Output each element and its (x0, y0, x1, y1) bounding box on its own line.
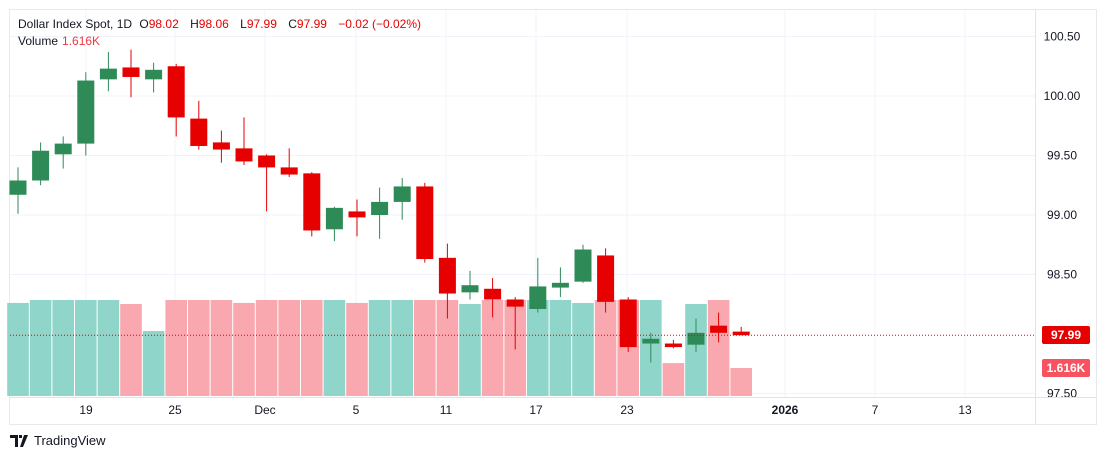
volume-value: 1.616K (62, 34, 101, 48)
volume-legend: Volume 1.616K (18, 34, 100, 48)
x-tick-label: 19 (79, 403, 93, 417)
candle-body (371, 201, 389, 215)
y-tick-label: 100.50 (1044, 30, 1081, 44)
candle-body (99, 68, 117, 80)
tradingview-logo-icon (10, 434, 28, 447)
candle-body (529, 286, 547, 310)
ohlc-legend: Dollar Index Spot, 1D O98.02 H98.06 L97.… (18, 17, 425, 31)
volume-bar (368, 300, 391, 396)
x-tick-label: Dec (254, 403, 275, 417)
candle-body (9, 180, 27, 195)
volume-bar (594, 300, 617, 396)
low-value: 97.99 (246, 17, 277, 31)
tradingview-logo[interactable]: TradingView (10, 433, 106, 448)
candle-body (190, 118, 208, 146)
candle-body (167, 66, 185, 118)
volume-bar (29, 300, 52, 396)
close-label: C (288, 17, 297, 31)
x-tick-label: 13 (958, 403, 972, 417)
close-value: 97.99 (296, 17, 327, 31)
high-label: H (190, 17, 199, 31)
candle-body (393, 186, 411, 202)
candle-body (145, 69, 163, 80)
candle-body (597, 255, 615, 302)
open-label: O (139, 17, 149, 31)
x-tick-label: 11 (440, 403, 453, 417)
last-price-tag: 97.99 (1042, 326, 1090, 344)
candlestick-chart[interactable]: 100.50 100.00 99.50 99.00 98.50 97.50 19 25 Dec 5… (0, 0, 1108, 430)
volume-bar (7, 302, 29, 396)
candle-body (551, 282, 569, 288)
candle-body (574, 249, 592, 282)
candle-body (258, 155, 276, 168)
x-tick-label: 7 (872, 403, 879, 417)
volume-bar (391, 300, 413, 396)
low-label: L (240, 17, 247, 31)
volume-label: Volume (18, 34, 59, 48)
change-value: −0.02 (−0.02%) (338, 17, 422, 31)
x-tick-label: 25 (168, 403, 182, 417)
y-tick-label: 97.50 (1047, 387, 1077, 401)
volume-bar (120, 303, 142, 396)
volume-bar (75, 300, 97, 396)
volume-bar (549, 300, 572, 396)
x-tick-label: 5 (353, 403, 360, 417)
volume-bar (210, 300, 233, 396)
volume-bar (662, 363, 685, 396)
chart-frame[interactable] (9, 9, 1097, 425)
volume-bar (346, 302, 368, 396)
candle-body (348, 211, 366, 218)
candle-body (212, 142, 230, 150)
candle-body (122, 67, 140, 77)
volume-bar (233, 302, 255, 396)
candle-body (732, 331, 750, 336)
candle-body (461, 285, 479, 293)
volume-bar (730, 368, 752, 396)
volume-bar (707, 300, 730, 396)
last-volume-tag: 1.616K (1042, 359, 1090, 377)
volume-bar (278, 300, 300, 396)
volume-bar (436, 300, 459, 396)
y-tick-label: 99.00 (1047, 208, 1077, 222)
volume-bar (459, 303, 481, 396)
volume-bar (165, 300, 187, 396)
candle-body (687, 332, 705, 345)
candle-body (642, 338, 660, 344)
y-tick-label: 100.00 (1044, 89, 1081, 103)
candle-body (710, 325, 728, 333)
x-tick-label: 17 (529, 403, 543, 417)
logo-text: TradingView (34, 433, 106, 448)
volume-bar (97, 300, 120, 396)
candle-body (325, 207, 343, 230)
y-tick-label: 99.50 (1047, 149, 1077, 163)
x-tick-label: 2026 (772, 403, 799, 417)
candle-body (280, 167, 298, 175)
candle-body (303, 173, 321, 231)
volume-bar (572, 302, 594, 396)
candle-body (664, 343, 682, 348)
volume-bar (323, 300, 346, 396)
candle-body (416, 186, 434, 260)
volume-bar (188, 300, 210, 396)
candle-body (619, 299, 637, 348)
volume-bar (52, 300, 74, 396)
candle-body (32, 150, 50, 181)
volume-bar (255, 300, 278, 396)
volume-bar (414, 300, 436, 396)
volume-bar (142, 331, 165, 396)
candle-body (235, 148, 253, 162)
volume-bar (527, 300, 549, 396)
candle-body (506, 299, 524, 307)
x-tick-label: 23 (620, 403, 634, 417)
candle-body (438, 257, 456, 294)
volume-bar (301, 300, 323, 396)
open-value: 98.02 (148, 17, 179, 31)
y-tick-label: 98.50 (1047, 268, 1077, 282)
high-value: 98.06 (198, 17, 229, 31)
candle-body (54, 143, 72, 155)
candle-body (484, 288, 502, 300)
symbol-name: Dollar Index Spot, 1D (18, 17, 133, 31)
candle-body (77, 80, 95, 144)
volume-bar (481, 300, 504, 396)
